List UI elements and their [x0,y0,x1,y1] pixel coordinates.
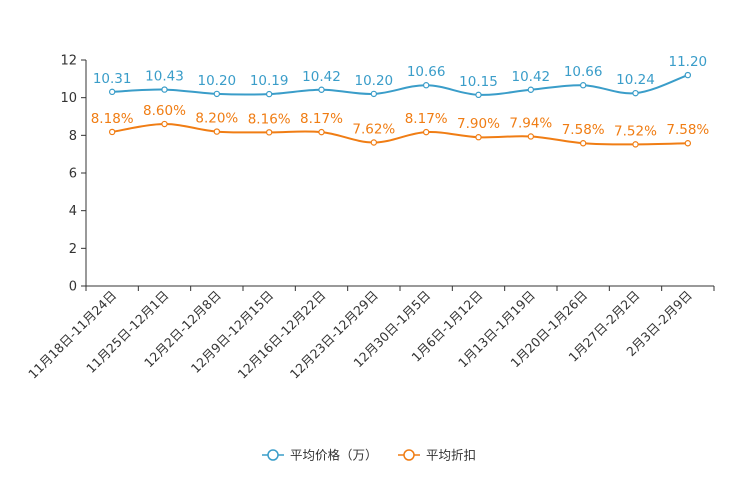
series-line [112,123,688,146]
data-point[interactable] [213,128,221,135]
y-tick-label: 8 [69,129,77,144]
legend-label: 平均折扣 [426,448,476,463]
data-point[interactable] [318,128,325,136]
series-avg-discount: 8.18% 8.60% 8.20% 8.16% 8.17% 7.62% 8.17% 7.90%… [91,103,709,148]
data-point[interactable] [161,120,168,128]
data-point[interactable] [370,139,378,146]
data-label: 8.17% [300,111,343,127]
data-label: 10.15 [459,74,498,90]
data-point[interactable] [632,89,639,97]
legend-circle-icon [267,449,279,461]
data-label: 8.20% [195,111,238,127]
data-point[interactable] [108,88,116,96]
x-tick-label: 11月18日-11月24日 [25,288,119,382]
data-point[interactable] [579,140,587,147]
data-point[interactable] [684,140,692,147]
y-tick-label: 12 [60,54,77,69]
data-point[interactable] [527,133,535,140]
data-label: 7.62% [352,121,395,137]
data-label: 11.20 [669,54,708,70]
x-tick-label: 12月23日-12月29日 [287,288,381,382]
y-tick-label: 6 [69,167,77,182]
y-tick-label: 10 [60,91,77,106]
y-tick-label: 2 [69,242,77,257]
data-label: 7.90% [457,116,500,132]
data-label: 10.20 [198,73,237,89]
x-axis: 11月18日-11月24日11月25日-12月1日12月2日-12月8日12月9… [25,285,715,382]
y-tick-label: 4 [69,204,77,219]
data-point[interactable] [684,71,692,79]
data-label: 8.17% [405,111,448,127]
data-label: 10.24 [616,72,655,88]
data-label: 10.42 [512,69,551,85]
y-axis: 0 2 4 6 8 10 12 [60,54,87,295]
data-point[interactable] [265,129,273,136]
series-line [112,74,689,96]
data-label: 7.52% [614,123,657,139]
data-point[interactable] [265,90,273,98]
data-label: 8.16% [248,111,291,127]
series-layer: 10.31 10.43 10.20 10.19 10.42 10.20 10.66 10.15… [91,54,709,148]
legend-circle-icon [403,449,415,461]
data-label: 8.18% [91,111,134,127]
data-label: 10.66 [407,64,446,80]
x-tick-label: 12月16日-12月22日 [234,288,328,382]
data-point[interactable] [370,90,378,98]
data-point[interactable] [475,134,482,141]
data-point[interactable] [422,82,430,89]
data-label: 10.31 [93,71,132,87]
data-point[interactable] [579,82,587,89]
data-label: 7.58% [666,122,709,138]
data-point[interactable] [318,86,325,93]
legend[interactable]: 平均价格（万） 平均折扣 [262,448,476,463]
data-label: 7.58% [562,122,605,138]
data-label: 7.94% [509,115,552,131]
legend-item-avg-price[interactable]: 平均价格（万） [262,448,378,463]
data-label: 10.43 [145,69,184,85]
data-label: 10.20 [355,73,394,89]
data-label: 8.60% [143,103,186,119]
legend-label: 平均价格（万） [290,448,378,463]
data-label: 10.42 [302,69,341,85]
data-label: 10.66 [564,64,603,80]
legend-item-avg-discount[interactable]: 平均折扣 [398,448,476,463]
data-point[interactable] [422,128,430,136]
data-point[interactable] [108,128,116,136]
series-avg-price: 10.31 10.43 10.20 10.19 10.42 10.20 10.66 10.15… [93,54,708,99]
data-label: 10.19 [250,73,289,89]
data-point[interactable] [475,91,482,99]
y-tick-label: 0 [69,280,77,295]
data-point[interactable] [527,86,535,93]
data-point[interactable] [632,141,639,148]
data-point[interactable] [161,86,168,93]
data-point[interactable] [213,90,221,98]
